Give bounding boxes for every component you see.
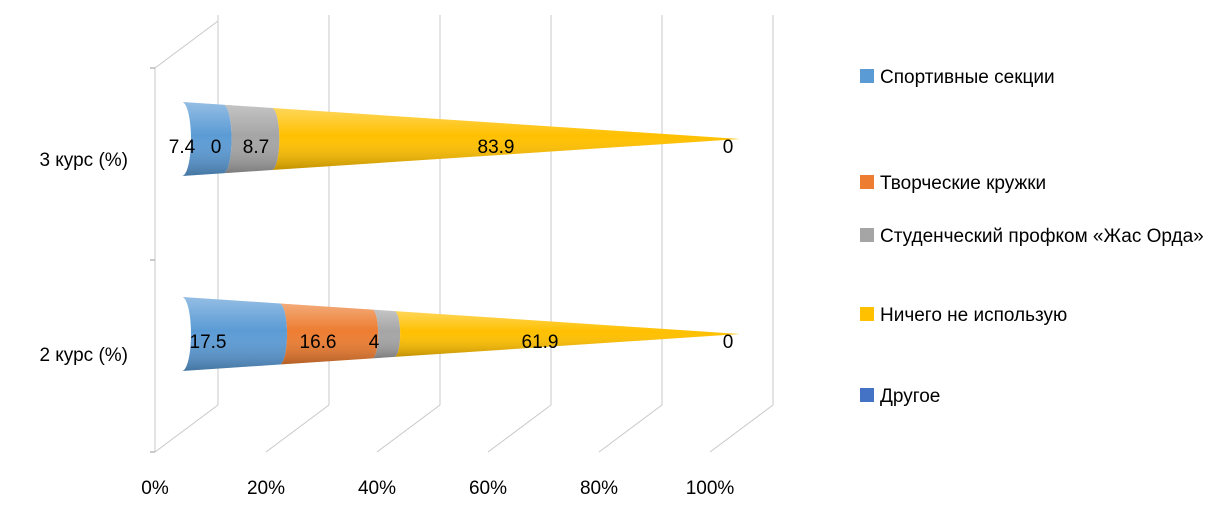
floor-line xyxy=(598,404,663,453)
legend-label: Другое xyxy=(880,386,941,407)
legend-item-sports: Спортивные секции xyxy=(860,64,1217,91)
data-labels: 7.4 0 8.7 83.9 0 17.5 16.6 4 61.9 0 xyxy=(169,137,734,353)
data-label: 83.9 xyxy=(478,137,515,158)
data-label: 0 xyxy=(723,332,734,353)
x-tick-label: 0% xyxy=(141,478,169,499)
legend-item-nothing: Ничего не использую xyxy=(860,302,1217,329)
legend-item-creative: Творческие кружки xyxy=(860,170,1217,197)
x-tick-label: 40% xyxy=(358,478,396,499)
legend-label: Творческие кружки xyxy=(880,173,1047,194)
legend-swatch xyxy=(860,69,874,83)
data-label: 17.5 xyxy=(190,332,227,353)
legend-item-other: Другое xyxy=(860,383,1217,410)
legend-swatch xyxy=(860,388,874,402)
data-label: 0 xyxy=(723,137,734,158)
x-tick-label: 80% xyxy=(580,478,618,499)
wall-edge xyxy=(154,20,219,69)
data-label: 8.7 xyxy=(243,137,269,158)
category-label: 3 курс (%) xyxy=(39,150,128,171)
legend-swatch xyxy=(860,307,874,321)
data-label: 0 xyxy=(211,137,222,158)
legend: Спортивные секции Творческие кружки Студ… xyxy=(860,0,1217,513)
floor-line xyxy=(154,404,219,453)
cone-shading xyxy=(279,303,379,365)
cone-shading xyxy=(271,107,740,171)
legend-label: Ничего не использую xyxy=(880,305,1068,326)
legend-item-union: Студенческий профком «Жас Орда» xyxy=(860,223,1217,250)
floor-line xyxy=(376,404,441,453)
legend-label: Студенческий профком «Жас Орда» xyxy=(880,226,1204,247)
data-label: 4 xyxy=(369,332,380,353)
cone-bars xyxy=(182,102,740,371)
data-label: 61.9 xyxy=(522,332,559,353)
legend-swatch xyxy=(860,228,874,242)
cone-shading xyxy=(223,104,280,174)
cone-shading xyxy=(182,102,232,176)
x-tick-label: 60% xyxy=(469,478,507,499)
cone-shading xyxy=(394,311,740,357)
legend-swatch xyxy=(860,175,874,189)
cone-chart: 7.4 0 8.7 83.9 0 17.5 16.6 4 61.9 0 0% 20% 40% 60% 80… xyxy=(39,15,774,499)
axis-labels: 0% 20% 40% 60% 80% 100% 3 курс (%) 2 курс (%) xyxy=(39,150,734,499)
floor-line xyxy=(709,404,774,453)
cone-shading xyxy=(372,309,401,359)
cone-shading xyxy=(182,297,288,371)
floor-line xyxy=(265,404,330,453)
data-label: 16.6 xyxy=(300,332,337,353)
x-tick-label: 20% xyxy=(247,478,285,499)
chart-grid xyxy=(150,15,774,453)
legend-label: Спортивные секции xyxy=(880,67,1055,88)
floor-line xyxy=(487,404,552,453)
data-label: 7.4 xyxy=(169,137,196,158)
category-label: 2 курс (%) xyxy=(39,345,128,366)
x-tick-label: 100% xyxy=(686,478,735,499)
